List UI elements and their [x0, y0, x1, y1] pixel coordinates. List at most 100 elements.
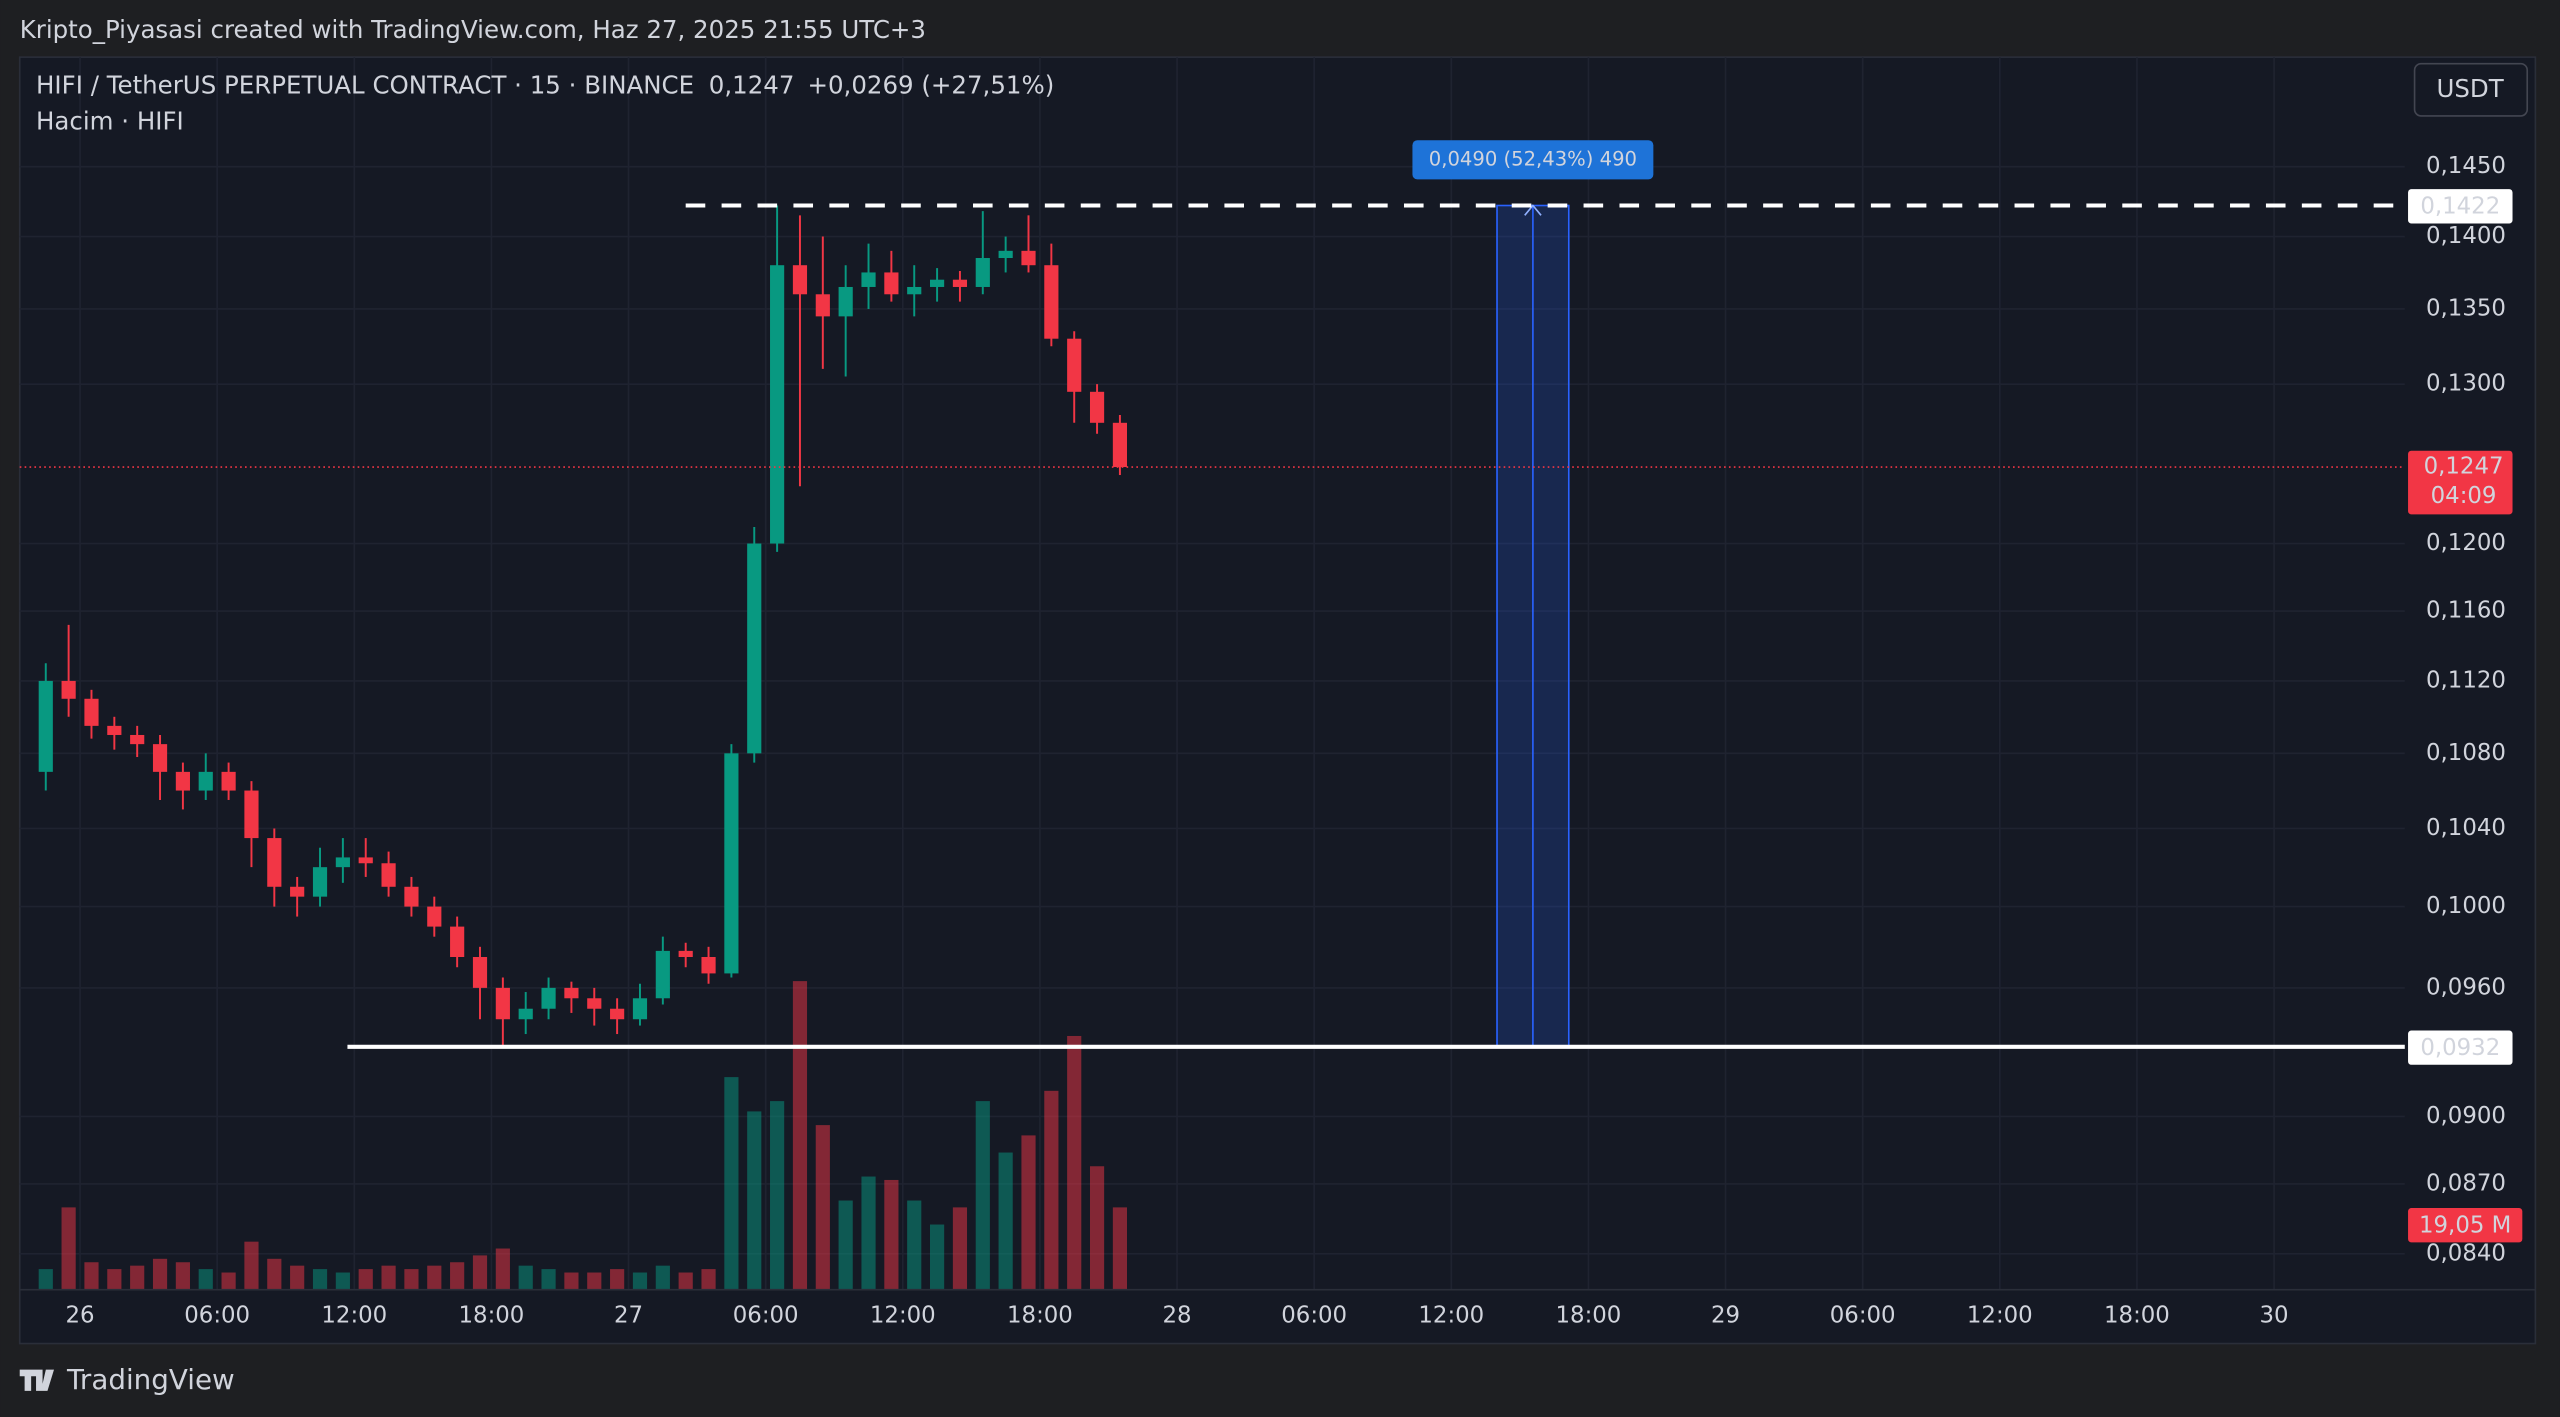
y-tick-label: 0,1040 [2426, 815, 2506, 841]
volume-bar [450, 1262, 465, 1290]
volume-bar [1112, 1207, 1128, 1290]
candle-body [290, 886, 305, 897]
brand-logo [19, 1369, 55, 1391]
x-tick-label: 30 [2260, 1302, 2289, 1328]
volume-bar [427, 1265, 442, 1290]
y-tick-label: 0,1450 [2426, 153, 2506, 179]
volume-bar [952, 1207, 968, 1290]
volume-bar [198, 1269, 213, 1290]
volume-bar [884, 1179, 899, 1290]
y-tick-label: 0,1000 [2426, 893, 2506, 919]
volume-bar [610, 1269, 625, 1290]
symbol: HIFI / TetherUS PERPETUAL CONTRACT · 15 … [36, 71, 694, 100]
volume-bar [930, 1224, 945, 1290]
y-tick-label: 0,1350 [2426, 295, 2506, 321]
candle-body [518, 1008, 533, 1020]
candle-body [1067, 338, 1082, 392]
candle-body [381, 863, 396, 887]
candle-body [632, 998, 648, 1020]
candle-body [61, 680, 76, 699]
y-tick-label: 0,1200 [2426, 530, 2506, 556]
candle-body [244, 790, 259, 839]
volume-bar [975, 1101, 990, 1290]
y-tick-label: 0,0840 [2426, 1240, 2506, 1266]
volume-bar [1044, 1090, 1059, 1290]
currency-label[interactable]: USDT [2436, 74, 2504, 103]
volume-bar [632, 1272, 648, 1290]
candle-body [335, 857, 350, 868]
x-tick-label: 18:00 [1007, 1302, 1073, 1328]
candle-body [1112, 422, 1128, 468]
y-tick-label: 0,1300 [2426, 371, 2506, 397]
grid [19, 57, 2405, 1290]
x-tick-label: 28 [1163, 1302, 1192, 1328]
candle-body [1089, 391, 1105, 423]
candle-body [427, 906, 442, 927]
candle-body [312, 867, 328, 897]
candle-body [998, 250, 1013, 259]
candle-body [701, 957, 716, 974]
candle-body [358, 857, 373, 864]
candle-body [747, 543, 762, 754]
horizontal-line-box [2408, 189, 2513, 224]
candle-body [678, 950, 693, 958]
volume-bar [1067, 1035, 1082, 1290]
marks [19, 203, 2405, 1290]
volume-bar [267, 1258, 282, 1290]
candle-body [792, 265, 808, 295]
volume-bar [907, 1200, 922, 1290]
candle-body [1021, 250, 1036, 266]
volume-bar [792, 981, 808, 1290]
y-tick-label: 0,1080 [2426, 740, 2506, 766]
y-tick-label: 0,0870 [2426, 1170, 2506, 1196]
y-tick-label: 0,0900 [2426, 1103, 2506, 1129]
candle-body [1044, 265, 1059, 339]
y-tick-label: 0,1120 [2426, 667, 2506, 693]
currency-button[interactable] [2413, 62, 2529, 117]
horizontal-line-label: 0,0932 [2420, 1035, 2500, 1061]
candle-body [38, 680, 53, 772]
measure-arrowhead [1524, 204, 1542, 216]
candle-body [610, 1008, 625, 1020]
volume-bar [358, 1269, 373, 1290]
volume-bar [655, 1265, 670, 1290]
horizontal-line-box [2408, 1030, 2513, 1065]
volume-bar [175, 1262, 190, 1290]
candle-body [770, 265, 785, 544]
volume-bar [335, 1272, 350, 1290]
candle-body [930, 279, 945, 287]
volume-bar [541, 1269, 556, 1290]
volume-bar [404, 1269, 419, 1290]
volume-bar [472, 1255, 488, 1290]
candle-body [152, 744, 168, 772]
candle-body [861, 272, 876, 287]
candle-body [975, 258, 990, 287]
volume-label: 19,05 M [2419, 1212, 2511, 1238]
volume-bar [61, 1207, 76, 1290]
candle-body [472, 957, 488, 988]
legend-change: +0,0269 (+27,51%) [807, 71, 1054, 100]
x-tick-label: 12:00 [870, 1302, 936, 1328]
volume-bar [770, 1101, 785, 1290]
legend-price: 0,1247 [709, 71, 795, 100]
last-price-label: 0,1247 [2424, 454, 2504, 480]
candle-body [564, 987, 579, 999]
volume-bar [495, 1248, 510, 1290]
candle-body [541, 987, 556, 1009]
volume-bar [747, 1111, 762, 1290]
volume-bar [724, 1077, 739, 1290]
volume-bar [815, 1125, 830, 1290]
candle-body [404, 886, 419, 907]
volume-bar [838, 1200, 853, 1290]
candle-body [175, 771, 190, 791]
candle-body [221, 771, 236, 791]
candle-body [495, 987, 510, 1020]
x-tick-label: 27 [614, 1302, 643, 1328]
volume-bar [1021, 1135, 1036, 1290]
x-tick-label: 18:00 [459, 1302, 525, 1328]
volume-bar [312, 1269, 328, 1290]
y-tick-label: 0,1160 [2426, 598, 2506, 624]
x-tick-label: 29 [1711, 1302, 1740, 1328]
y-tick-label: 0,0960 [2426, 974, 2506, 1000]
volume-bar [678, 1272, 693, 1290]
